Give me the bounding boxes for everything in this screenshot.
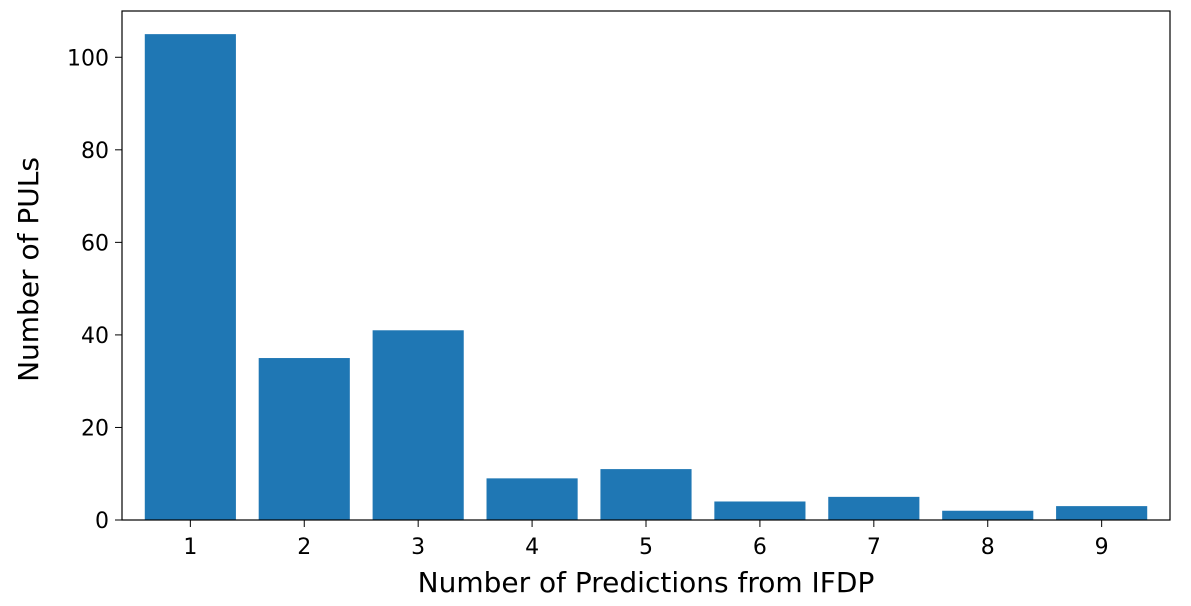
bar-3 bbox=[372, 330, 464, 520]
bar-2 bbox=[258, 358, 350, 520]
y-tick-label: 40 bbox=[81, 324, 109, 349]
y-tick-label: 20 bbox=[81, 416, 109, 441]
x-axis-label: Number of Predictions from IFDP bbox=[418, 566, 875, 599]
x-tick-label: 6 bbox=[753, 535, 767, 560]
x-tick-label: 3 bbox=[411, 535, 425, 560]
bar-1 bbox=[144, 34, 236, 521]
bar-6 bbox=[714, 501, 806, 520]
x-axis-ticks: 1 2 3 4 5 6 7 8 9 bbox=[183, 520, 1109, 560]
bar-4 bbox=[486, 478, 578, 520]
plot-frame bbox=[121, 10, 1171, 521]
x-tick-label: 8 bbox=[981, 535, 995, 560]
x-tick-label: 9 bbox=[1095, 535, 1109, 560]
y-tick-label: 60 bbox=[81, 231, 109, 256]
y-tick-label: 80 bbox=[81, 139, 109, 164]
y-tick-label: 0 bbox=[95, 509, 109, 534]
x-tick-label: 5 bbox=[639, 535, 653, 560]
x-tick-label: 4 bbox=[525, 535, 539, 560]
x-tick-label: 1 bbox=[183, 535, 197, 560]
bar-8 bbox=[942, 510, 1034, 520]
x-tick-label: 2 bbox=[297, 535, 311, 560]
bars bbox=[144, 34, 1148, 521]
bar-7 bbox=[828, 496, 920, 520]
y-axis-ticks: 0 20 40 60 80 100 bbox=[67, 46, 122, 534]
y-axis-label: Number of PULs bbox=[12, 157, 45, 382]
x-tick-label: 7 bbox=[867, 535, 881, 560]
y-tick-label: 100 bbox=[67, 46, 109, 71]
bar-5 bbox=[600, 469, 692, 520]
bar-9 bbox=[1056, 506, 1148, 520]
